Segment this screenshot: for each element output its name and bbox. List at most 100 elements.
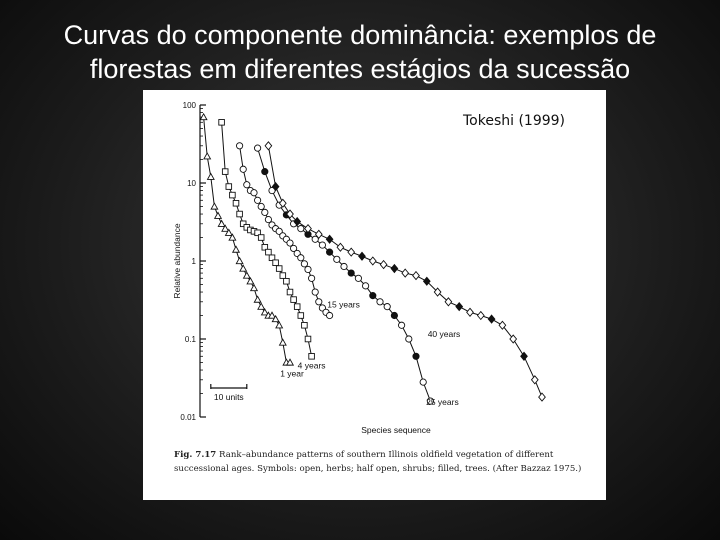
data-point-triangle [246, 277, 255, 285]
data-point-diamond [520, 351, 528, 361]
data-point-triangle [271, 314, 280, 323]
series-label: 4 years [298, 360, 326, 370]
data-point-square [221, 168, 229, 175]
data-point-square [272, 259, 279, 266]
data-point-triangle [206, 172, 215, 180]
data-point-square [236, 210, 243, 218]
data-point-circle [369, 292, 377, 300]
y-axis-label: Relative abundance [172, 223, 182, 298]
series-label: 1 year [280, 368, 304, 378]
data-point-circle [250, 189, 258, 197]
data-point-circle [297, 225, 305, 233]
data-point-circle [239, 165, 247, 173]
data-point-square [304, 335, 312, 343]
data-point-square [279, 272, 287, 279]
data-point-circle [236, 142, 244, 150]
data-point-circle [261, 168, 269, 176]
data-point-circle [297, 254, 305, 262]
data-point-circle [311, 235, 319, 243]
data-point-circle [243, 181, 251, 189]
data-point-circle [383, 303, 391, 311]
caption-figure-number: Fig. 7.17 [174, 450, 217, 460]
data-point-circle [304, 265, 312, 274]
data-point-circle [300, 260, 308, 268]
data-point-square [232, 199, 240, 207]
data-point-diamond [304, 223, 312, 234]
data-point-triangle [242, 271, 251, 279]
slide-title: Curvas do componente dominância: exemplo… [0, 18, 720, 86]
data-point-square [290, 296, 297, 303]
data-point-circle [275, 227, 283, 235]
data-point-diamond [286, 209, 294, 219]
data-point-triangle [213, 211, 223, 219]
data-point-square [308, 353, 315, 360]
data-point-triangle [203, 152, 212, 160]
data-point-circle [333, 255, 341, 263]
y-tick-label: 100 [183, 101, 197, 110]
y-tick-label: 0.1 [185, 335, 197, 344]
data-point-diamond [498, 320, 507, 330]
figure-caption: Fig. 7.17 Rank–abundance patterns of sou… [174, 448, 594, 476]
data-point-diamond [368, 256, 377, 266]
data-point-triangle [257, 302, 266, 310]
data-point-diamond [422, 276, 431, 286]
data-point-triangle [249, 283, 259, 292]
data-point-triangle [278, 338, 287, 346]
data-point-square [265, 248, 272, 256]
data-point-triangle [221, 224, 230, 232]
y-tick-label: 0.01 [180, 413, 196, 422]
data-point-square [261, 244, 269, 251]
series-label: 15 years [327, 300, 360, 310]
data-point-circle [311, 288, 319, 296]
data-point-diamond [455, 301, 464, 312]
data-point-circle [254, 144, 262, 152]
data-point-circle [398, 321, 406, 329]
data-point-triangle [235, 256, 244, 265]
data-point-diamond [336, 242, 345, 252]
data-point-diamond [314, 229, 323, 239]
slide-title-line-2: florestas em diferentes estágios da suce… [89, 54, 631, 84]
data-point-triangle [267, 311, 277, 319]
data-point-diamond [264, 141, 273, 151]
data-point-circle [426, 397, 434, 405]
data-point-triangle [285, 358, 295, 366]
data-point-circle [405, 335, 413, 343]
data-point-diamond [487, 314, 496, 324]
data-point-diamond [379, 259, 388, 270]
data-point-circle [308, 274, 316, 282]
data-point-circle [326, 248, 334, 256]
rank-abundance-chart: 100 10 1 0.1 0.01 Relative abundance Species s… [172, 101, 546, 435]
data-point-diamond [476, 310, 485, 321]
caption-text: Rank–abundance patterns of southern Illi… [174, 450, 582, 474]
data-point-circle [318, 241, 326, 249]
slide-title-line-1: Curvas do componente dominância: exemplo… [63, 20, 657, 50]
data-point-circle [354, 274, 362, 282]
data-point-triangle [224, 228, 233, 236]
data-point-diamond [293, 216, 302, 227]
data-point-diamond [509, 334, 518, 344]
data-point-triangle [275, 321, 284, 329]
data-point-circle [390, 311, 398, 320]
data-point-triangle [239, 264, 248, 272]
data-point-square [257, 234, 265, 241]
data-point-circle [261, 208, 269, 216]
data-point-circle [257, 202, 265, 211]
data-point-circle [286, 239, 294, 247]
series-label: 25 years [426, 397, 459, 407]
data-point-square [218, 119, 225, 126]
data-point-triangle [260, 308, 269, 316]
data-point-circle [362, 282, 370, 290]
data-point-diamond [358, 251, 366, 261]
data-point-circle [264, 215, 272, 224]
data-point-square [239, 220, 247, 228]
x-axis-label: Species sequence [361, 425, 431, 435]
data-point-diamond [444, 297, 453, 307]
data-point-square [229, 191, 236, 199]
data-point-triangle [199, 112, 208, 121]
data-point-triangle [210, 202, 219, 210]
data-point-circle [347, 269, 355, 277]
data-point-diamond [278, 198, 287, 208]
data-point-triangle [231, 245, 241, 253]
data-point-circle [340, 262, 348, 271]
data-point-diamond [433, 287, 442, 297]
